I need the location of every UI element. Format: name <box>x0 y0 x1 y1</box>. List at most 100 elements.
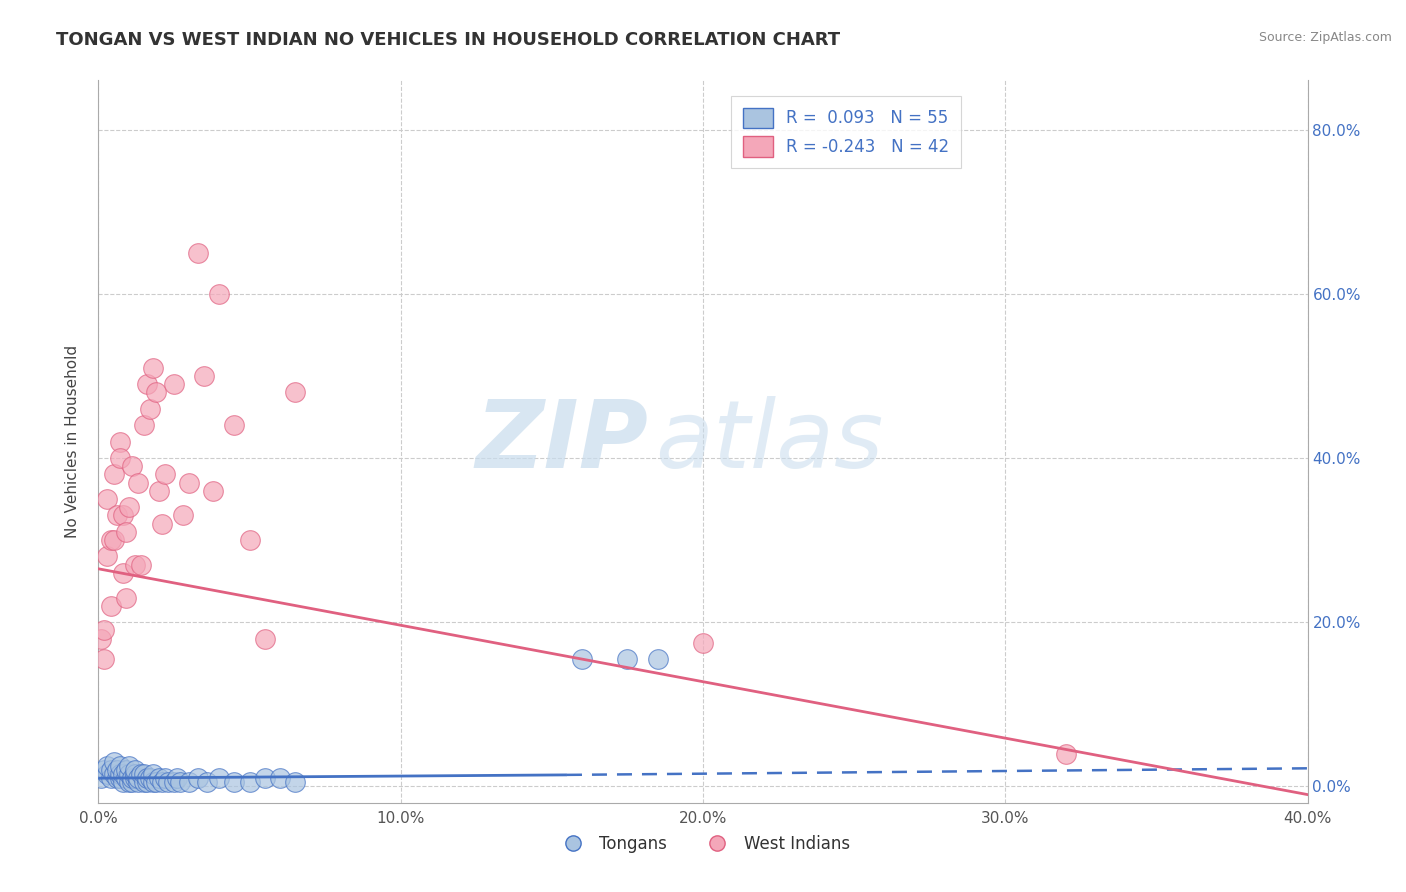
Point <box>96 491 118 506</box>
Point <box>118 759 141 773</box>
Point <box>284 775 307 789</box>
Point <box>224 418 246 433</box>
Point <box>100 599 122 613</box>
Point <box>111 508 134 523</box>
Point <box>135 377 157 392</box>
Point <box>96 759 118 773</box>
Point <box>132 775 155 789</box>
Point <box>100 763 122 777</box>
Point <box>111 775 134 789</box>
Point <box>96 549 118 564</box>
Point <box>193 368 215 383</box>
Point <box>118 767 141 781</box>
Point <box>105 771 128 785</box>
Point <box>129 767 152 781</box>
Point <box>105 508 128 523</box>
Point <box>118 500 141 515</box>
Point <box>142 360 165 375</box>
Point <box>148 483 170 498</box>
Point <box>145 775 167 789</box>
Point <box>169 775 191 789</box>
Point <box>114 763 136 777</box>
Point <box>127 771 149 785</box>
Point <box>156 775 179 789</box>
Point <box>187 771 209 785</box>
Point <box>93 652 115 666</box>
Point <box>103 533 125 547</box>
Point <box>208 771 231 785</box>
Point <box>96 767 118 781</box>
Point <box>224 775 246 789</box>
Point <box>571 652 593 666</box>
Point <box>150 516 173 531</box>
Point <box>121 771 143 785</box>
Point <box>103 467 125 482</box>
Point <box>114 524 136 539</box>
Point <box>148 771 170 785</box>
Point <box>111 566 134 580</box>
Point <box>108 759 131 773</box>
Point <box>284 385 307 400</box>
Point <box>163 377 186 392</box>
Point <box>195 775 218 789</box>
Point <box>179 475 201 490</box>
Point <box>692 636 714 650</box>
Point <box>121 775 143 789</box>
Point <box>103 755 125 769</box>
Point <box>105 763 128 777</box>
Text: atlas: atlas <box>655 396 883 487</box>
Point <box>135 775 157 789</box>
Point <box>139 401 162 416</box>
Point <box>108 450 131 465</box>
Point <box>90 771 112 785</box>
Point <box>142 767 165 781</box>
Point <box>163 775 186 789</box>
Point <box>124 771 146 785</box>
Point <box>1054 747 1077 761</box>
Point <box>145 385 167 400</box>
Point <box>187 245 209 260</box>
Text: TONGAN VS WEST INDIAN NO VEHICLES IN HOUSEHOLD CORRELATION CHART: TONGAN VS WEST INDIAN NO VEHICLES IN HOU… <box>56 31 841 49</box>
Point <box>121 459 143 474</box>
Point <box>166 771 188 785</box>
Point <box>93 624 115 638</box>
Point <box>139 771 162 785</box>
Point <box>124 767 146 781</box>
Legend: Tongans, West Indians: Tongans, West Indians <box>550 828 856 860</box>
Text: Source: ZipAtlas.com: Source: ZipAtlas.com <box>1258 31 1392 45</box>
Y-axis label: No Vehicles in Household: No Vehicles in Household <box>65 345 80 538</box>
Point <box>114 591 136 605</box>
Point <box>111 767 134 781</box>
Point <box>108 434 131 449</box>
Point <box>90 632 112 646</box>
Point <box>142 775 165 789</box>
Point <box>179 775 201 789</box>
Point <box>253 632 276 646</box>
Point <box>114 771 136 785</box>
Point <box>253 771 276 785</box>
Point <box>127 475 149 490</box>
Point <box>108 771 131 785</box>
Point <box>118 775 141 789</box>
Point <box>135 771 157 785</box>
Point <box>208 286 231 301</box>
Point <box>127 775 149 789</box>
Point <box>103 767 125 781</box>
Point <box>150 775 173 789</box>
Point <box>239 775 262 789</box>
Point <box>172 508 194 523</box>
Point <box>100 771 122 785</box>
Point <box>269 771 291 785</box>
Point <box>239 533 262 547</box>
Point <box>616 652 638 666</box>
Point <box>647 652 669 666</box>
Point <box>108 767 131 781</box>
Point <box>153 771 176 785</box>
Point <box>153 467 176 482</box>
Text: ZIP: ZIP <box>475 395 648 488</box>
Point <box>129 558 152 572</box>
Point <box>124 763 146 777</box>
Point <box>124 558 146 572</box>
Point <box>132 418 155 433</box>
Point <box>93 763 115 777</box>
